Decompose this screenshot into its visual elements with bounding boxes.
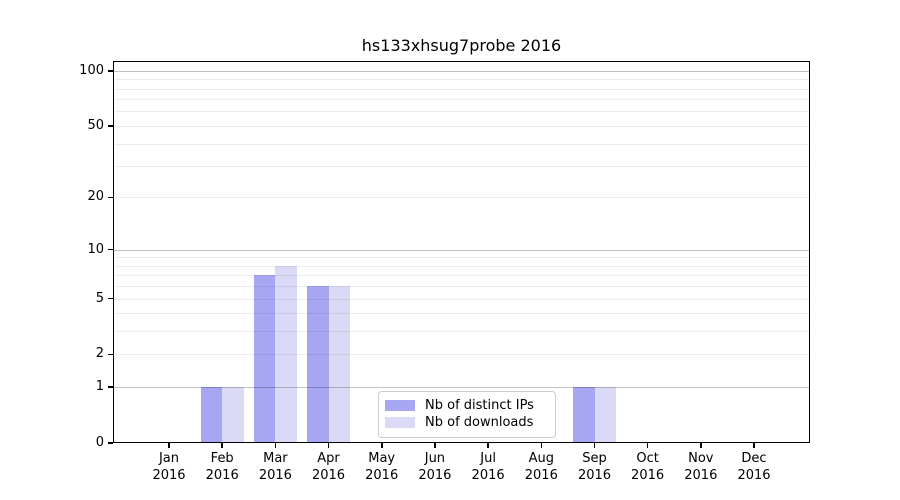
x-tick-label-11: Dec 2016	[737, 451, 771, 483]
x-tick-label-0: Jan 2016	[152, 451, 186, 483]
x-tick-mark-1	[221, 443, 223, 448]
y-tick-label-100: 100	[79, 62, 104, 78]
gridline-80	[113, 88, 810, 90]
gridline-9	[113, 257, 810, 259]
x-tick-label-5: Jun 2016	[418, 451, 452, 483]
gridline-2	[113, 354, 810, 356]
x-tick-label-8: Sep 2016	[577, 451, 612, 483]
bar-nb-of-distinct-ips-2	[253, 275, 276, 443]
y-tick-mark-5	[108, 297, 113, 300]
x-tick-mark-5	[434, 443, 436, 448]
x-tick-mark-8	[593, 443, 596, 448]
x-tick-mark-11	[753, 443, 755, 448]
bar-nb-of-distinct-ips-3	[307, 286, 329, 443]
bar-nb-of-downloads-2	[275, 265, 297, 443]
legend-label-downloads: Nb of downloads	[425, 415, 534, 430]
x-tick-label-1: Feb 2016	[205, 451, 239, 483]
bar-nb-of-downloads-1	[222, 387, 244, 443]
x-tick-label-4: May 2016	[365, 451, 399, 483]
gridline-30	[113, 166, 810, 167]
y-tick-mark-20	[108, 196, 113, 199]
gridline-3	[113, 331, 810, 333]
gridline-20	[113, 197, 810, 199]
gridline-6	[113, 286, 810, 288]
x-tick-label-2: Mar 2016	[258, 451, 292, 483]
chart-title: hs133xhsug7probe 2016	[361, 36, 562, 55]
bar-nb-of-distinct-ips-8	[573, 387, 595, 443]
legend: Nb of distinct IPs Nb of downloads	[378, 391, 556, 438]
y-tick-mark-2	[108, 353, 113, 356]
legend-label-distinct-ips: Nb of distinct IPs	[425, 398, 534, 413]
y-tick-label-10: 10	[87, 241, 104, 257]
y-tick-label-2: 2	[95, 346, 104, 362]
gridline-100	[113, 70, 810, 72]
y-tick-label-5: 5	[95, 290, 104, 306]
x-tick-mark-9	[646, 443, 649, 448]
x-tick-label-9: Oct 2016	[631, 451, 665, 483]
x-tick-mark-0	[168, 443, 170, 448]
gridline-60	[113, 111, 810, 113]
x-tick-mark-6	[487, 443, 489, 448]
y-tick-mark-50	[108, 125, 113, 127]
gridline-8	[113, 265, 810, 267]
gridline-5	[113, 298, 810, 300]
x-tick-label-7: Aug 2016	[524, 451, 558, 483]
plot-area: Nb of distinct IPs Nb of downloads	[113, 61, 810, 443]
x-tick-label-10: Nov 2016	[684, 451, 718, 483]
legend-swatch-distinct-ips	[385, 400, 415, 411]
y-tick-mark-1	[108, 386, 113, 388]
y-tick-mark-0	[108, 442, 113, 444]
x-tick-mark-4	[381, 443, 383, 448]
x-tick-label-6: Jul 2016	[471, 451, 505, 483]
x-tick-label-3: Apr 2016	[311, 451, 346, 483]
x-tick-mark-2	[274, 443, 277, 448]
y-tick-label-20: 20	[87, 189, 104, 205]
legend-swatch-downloads	[385, 417, 415, 428]
gridline-4	[113, 313, 810, 315]
y-tick-mark-10	[108, 248, 113, 251]
bar-nb-of-distinct-ips-1	[200, 387, 223, 443]
bar-nb-of-downloads-8	[594, 387, 616, 443]
gridline-40	[113, 143, 810, 145]
y-tick-label-1: 1	[95, 379, 104, 395]
y-tick-label-0: 0	[95, 435, 104, 450]
gridline-50	[113, 125, 810, 127]
x-tick-mark-3	[327, 443, 330, 448]
legend-item-distinct-ips: Nb of distinct IPs	[385, 397, 555, 414]
gridline-90	[113, 79, 810, 81]
plot-frame	[113, 61, 810, 443]
gridline-70	[113, 99, 810, 101]
gridline-10	[113, 249, 810, 251]
bar-nb-of-downloads-3	[328, 286, 350, 443]
x-tick-mark-7	[540, 443, 542, 448]
gridline-7	[113, 275, 810, 277]
y-tick-label-50: 50	[87, 117, 104, 133]
x-tick-mark-10	[700, 443, 702, 448]
y-tick-mark-100	[108, 70, 113, 72]
legend-item-downloads: Nb of downloads	[385, 414, 555, 431]
